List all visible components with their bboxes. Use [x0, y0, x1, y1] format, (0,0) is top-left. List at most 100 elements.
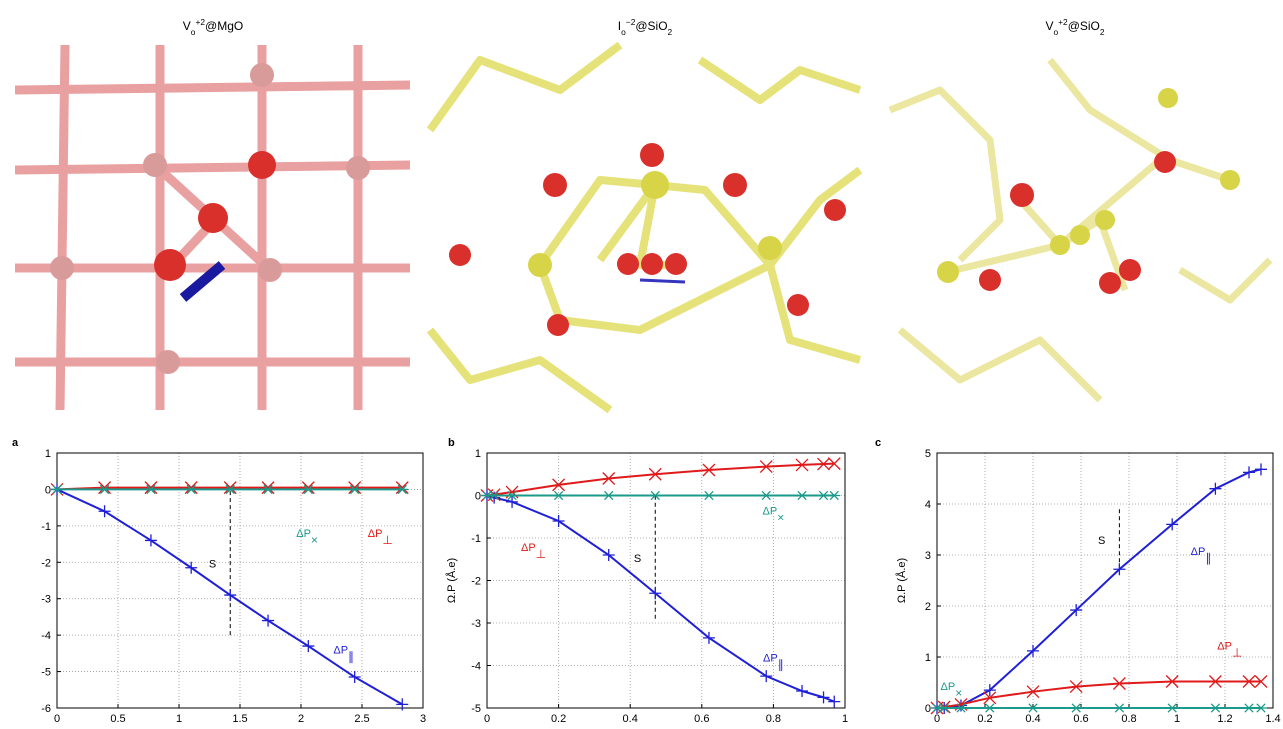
series-name: ΔP [1191, 546, 1206, 558]
series-name: ΔP [521, 542, 536, 554]
data-point [1165, 675, 1179, 688]
y-tick-label: 0 [925, 703, 931, 715]
y-tick-label: 3 [925, 550, 931, 562]
data-point [817, 691, 830, 704]
data-point [1070, 703, 1083, 713]
plot-frame [56, 452, 424, 709]
data-point [983, 684, 996, 697]
series-label: ΔP× [763, 506, 785, 525]
data-point [552, 490, 565, 501]
data-point [1026, 685, 1040, 699]
series-label: ΔP⊥ [521, 542, 546, 561]
data-point [1069, 680, 1083, 694]
text-part: @SiO [635, 19, 667, 33]
x-tick-label: 2 [298, 713, 304, 724]
series-subscript: × [955, 686, 962, 700]
series-subscript: ⊥ [536, 547, 546, 561]
y-tick-label: 4 [925, 499, 931, 511]
data-point [602, 549, 615, 561]
data-point [759, 460, 773, 474]
data-point [1027, 703, 1039, 713]
series-subscript: ∥ [348, 649, 354, 663]
series-subscript: ∥ [1205, 551, 1211, 565]
series-subscript: ⊥ [1232, 645, 1242, 659]
data-point [1027, 644, 1039, 657]
data-point [602, 472, 616, 485]
data-point [396, 484, 409, 495]
data-point [649, 490, 662, 501]
data-point [51, 484, 63, 495]
x-tick-label: 1 [1174, 713, 1180, 724]
y-axis-label: Ω.P (Å.e) [895, 558, 908, 603]
data-point [1254, 675, 1268, 688]
panel-letter: a [12, 437, 19, 449]
data-point [1113, 703, 1126, 713]
annotation-label: S [634, 553, 641, 565]
data-point [506, 490, 519, 501]
data-point [262, 614, 275, 627]
series-name: ΔP [368, 528, 383, 540]
series-name: ΔP [941, 681, 956, 693]
y-tick-label: 1 [475, 448, 481, 460]
data-point [348, 484, 361, 495]
series-label: ΔP⊥ [1217, 640, 1242, 659]
data-point [938, 703, 951, 713]
x-tick-label: 0.5 [110, 713, 125, 724]
annotation-label: S [209, 558, 216, 570]
text-part: o [621, 27, 626, 37]
data-point [302, 640, 315, 653]
data-point [648, 467, 662, 481]
text-part: o [191, 27, 196, 37]
series-subscript: × [777, 511, 784, 525]
y-tick-label: -4 [471, 661, 481, 673]
data-point [184, 481, 198, 495]
series-name: ΔP [333, 644, 348, 656]
series-label: ΔP∥ [333, 644, 354, 663]
series-line [937, 468, 1262, 709]
x-tick-label: 0.2 [551, 713, 566, 724]
series-label: ΔP× [941, 681, 963, 700]
text-part: @MgO [205, 19, 243, 33]
x-tick-label: 1 [842, 713, 848, 724]
data-point [224, 589, 237, 602]
data-point [955, 703, 967, 713]
y-tick-label: -1 [471, 533, 481, 545]
data-point [506, 495, 519, 508]
image-title: Vo+2@MgO [183, 17, 243, 37]
data-point [1242, 675, 1256, 688]
x-tick-label: 0 [54, 713, 60, 724]
x-tick-label: 1.2 [1217, 713, 1232, 724]
sio2-vacancy-structure [888, 57, 1273, 403]
data-point [983, 703, 996, 713]
data-point [262, 484, 275, 495]
series-subscript: ∥ [778, 657, 784, 671]
y-tick-label: -3 [471, 618, 481, 630]
data-point [1166, 703, 1179, 713]
x-tick-label: 0 [484, 713, 490, 724]
sio2-structure [426, 41, 863, 414]
mgo-structure [14, 44, 411, 411]
data-point [144, 534, 157, 547]
data-point [1243, 703, 1255, 713]
x-tick-label: 0.4 [623, 713, 638, 724]
data-point [702, 463, 716, 477]
text-part: V [183, 19, 191, 33]
y-tick-label: -5 [471, 703, 481, 715]
x-tick-label: 0.6 [694, 713, 709, 724]
data-point [702, 490, 715, 501]
y-axis-label: Ω.P (Å.e) [445, 558, 458, 603]
data-point [98, 505, 111, 518]
x-tick-label: 0 [934, 713, 940, 724]
data-point [817, 457, 830, 471]
data-point [98, 481, 112, 495]
data-point [760, 670, 773, 683]
y-tick-label: 2 [925, 601, 931, 613]
data-point [395, 481, 409, 495]
x-tick-label: 1 [176, 713, 182, 724]
series-label: ΔP∥ [763, 652, 784, 671]
series-label: ΔP⊥ [368, 528, 393, 547]
plot-frame [486, 452, 846, 709]
data-point [98, 484, 111, 495]
